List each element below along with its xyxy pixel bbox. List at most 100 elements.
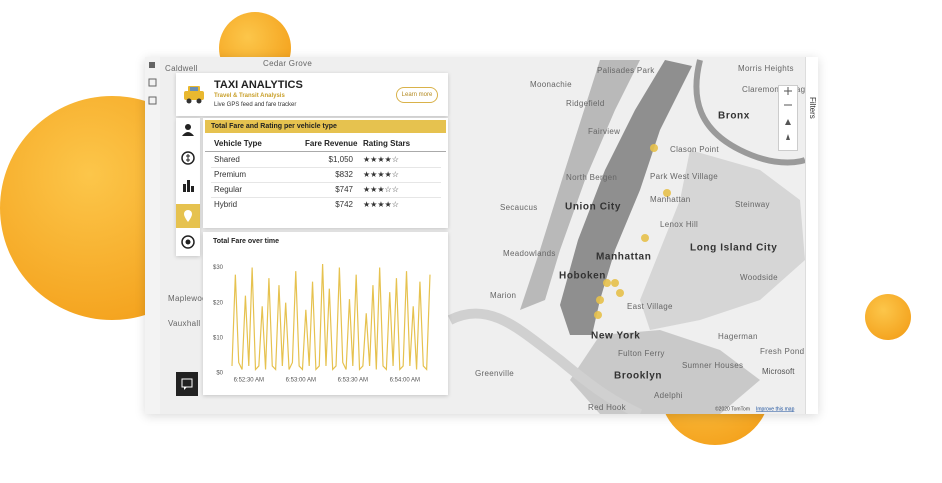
map-label: Secaucus bbox=[500, 203, 538, 212]
map-label: Marion bbox=[490, 291, 516, 300]
feedback-icon bbox=[181, 378, 193, 390]
table-cell: $832 bbox=[335, 170, 353, 179]
map-label: New York bbox=[591, 331, 640, 342]
row-rule bbox=[211, 182, 441, 183]
table-cell: $1,050 bbox=[328, 155, 353, 164]
map-controls[interactable] bbox=[778, 85, 798, 151]
chart-card: Total Fare over time $0 $10 $20 $30 6:52:30 … bbox=[203, 232, 448, 395]
menu-fare[interactable] bbox=[181, 151, 195, 165]
map-label: Fairview bbox=[588, 127, 620, 136]
map-label: Woodside bbox=[740, 273, 778, 282]
map-attribution: ©2020 TomTom bbox=[715, 405, 750, 412]
table-cell: ★★★★☆ bbox=[363, 155, 399, 164]
map-control-icons bbox=[784, 87, 792, 140]
land-dense bbox=[570, 330, 760, 414]
nav-icon[interactable] bbox=[148, 96, 157, 105]
column-header[interactable]: Rating Stars bbox=[363, 139, 411, 148]
feedback-button[interactable] bbox=[176, 372, 198, 396]
map-label: Manhattan bbox=[650, 195, 691, 204]
y-tick-label: $10 bbox=[213, 335, 224, 341]
learn-more-button[interactable]: Learn more bbox=[396, 87, 438, 103]
map-label: Fulton Ferry bbox=[618, 349, 665, 358]
y-tick-label: $20 bbox=[213, 300, 224, 306]
map-link[interactable]: Improve this map bbox=[756, 406, 795, 412]
map-label: Moonachie bbox=[530, 80, 572, 89]
compass[interactable] bbox=[786, 134, 790, 140]
x-tick-label: 6:52:30 AM bbox=[234, 378, 264, 384]
row-rule bbox=[211, 167, 441, 168]
map-label: Red Hook bbox=[588, 403, 627, 412]
map-label: Steinway bbox=[735, 200, 770, 209]
filters-pane[interactable]: Filters bbox=[805, 57, 818, 414]
table-cell: ★★★☆☆ bbox=[363, 185, 399, 194]
filters-label[interactable]: Filters bbox=[808, 97, 817, 119]
zoom-in[interactable] bbox=[784, 87, 792, 95]
x-tick-label: 6:53:30 AM bbox=[338, 378, 368, 384]
table-cell: Shared bbox=[214, 155, 240, 164]
map-label: Caldwell bbox=[165, 64, 198, 73]
table-cell: $747 bbox=[335, 185, 353, 194]
table-cell: Premium bbox=[214, 170, 247, 179]
map-label: Union City bbox=[565, 202, 621, 213]
map-label: Palisades Park bbox=[597, 66, 655, 75]
map-label: Meadowlands bbox=[503, 249, 556, 258]
map-label: Bronx bbox=[718, 111, 750, 122]
table-title: Total Fare and Rating per vehicle type bbox=[211, 123, 337, 130]
map-label: Fresh Pond bbox=[760, 347, 804, 356]
table-cell: ★★★★☆ bbox=[363, 170, 399, 179]
map-brand: Microsoft bbox=[762, 367, 795, 376]
map-label: Maplewood bbox=[168, 294, 212, 303]
map-label: Greenville bbox=[475, 369, 514, 378]
map-label: Long Island City bbox=[690, 243, 777, 254]
menu-chart[interactable] bbox=[183, 180, 194, 192]
nav-icon[interactable] bbox=[149, 62, 155, 68]
table-cell: Hybrid bbox=[214, 200, 238, 209]
x-tick-label: 6:54:00 AM bbox=[390, 378, 420, 384]
header-card: TAXI ANALYTICS Travel & Transit Analysis… bbox=[176, 73, 448, 116]
line-series bbox=[231, 264, 431, 371]
row-rule bbox=[211, 197, 441, 198]
menu-target[interactable] bbox=[181, 235, 195, 249]
header-rule bbox=[205, 151, 446, 152]
column-header[interactable]: Fare Revenue bbox=[305, 139, 358, 148]
map-label: Brooklyn bbox=[614, 371, 662, 382]
y-tick-label: $30 bbox=[213, 265, 224, 271]
nav-strip bbox=[145, 57, 160, 414]
map-label: Lenox Hill bbox=[660, 220, 698, 229]
map-label: Claremont Village bbox=[742, 85, 805, 94]
x-tick-label: 6:53:00 AM bbox=[286, 378, 316, 384]
column-header[interactable]: Vehicle Type bbox=[214, 139, 262, 148]
map-label: North Bergen bbox=[566, 173, 617, 182]
tilt[interactable] bbox=[785, 119, 791, 125]
decor-circle bbox=[865, 294, 911, 340]
map-shapes bbox=[447, 59, 805, 414]
app-description: Live GPS feed and fare tracker bbox=[214, 102, 297, 108]
table-card: Total Fare and Rating per vehicle type V… bbox=[203, 118, 448, 228]
menu-map[interactable] bbox=[176, 204, 200, 228]
map-markers bbox=[594, 144, 671, 319]
table-cell: Regular bbox=[214, 185, 243, 194]
app-subtitle: Travel & Transit Analysis bbox=[214, 93, 285, 99]
side-menu-icons bbox=[176, 124, 200, 249]
map-label: Adelphi bbox=[654, 391, 683, 400]
taxi-icon bbox=[184, 86, 204, 104]
chart-title: Total Fare over time bbox=[213, 238, 279, 245]
side-menu bbox=[176, 118, 200, 256]
table-cell: ★★★★☆ bbox=[363, 200, 399, 209]
map-label: Sumner Houses bbox=[682, 361, 743, 370]
line-chart: Total Fare over time $0 $10 $20 $30 6:52:30 … bbox=[213, 238, 431, 384]
map-label: Hagerman bbox=[718, 332, 758, 341]
map-label: Clason Point bbox=[670, 145, 719, 154]
map-label: Vauxhall bbox=[168, 319, 201, 328]
table-header-bar bbox=[205, 120, 446, 133]
river bbox=[693, 59, 805, 166]
map-label: Hoboken bbox=[559, 271, 606, 282]
nav-icon[interactable] bbox=[148, 78, 157, 87]
map-label: Ridgefield bbox=[566, 99, 605, 108]
land-dense bbox=[520, 60, 640, 310]
map-label: Cedar Grove bbox=[263, 59, 312, 68]
menu-user[interactable] bbox=[182, 124, 194, 136]
map-label: Manhattan bbox=[596, 252, 651, 263]
river bbox=[447, 308, 643, 414]
